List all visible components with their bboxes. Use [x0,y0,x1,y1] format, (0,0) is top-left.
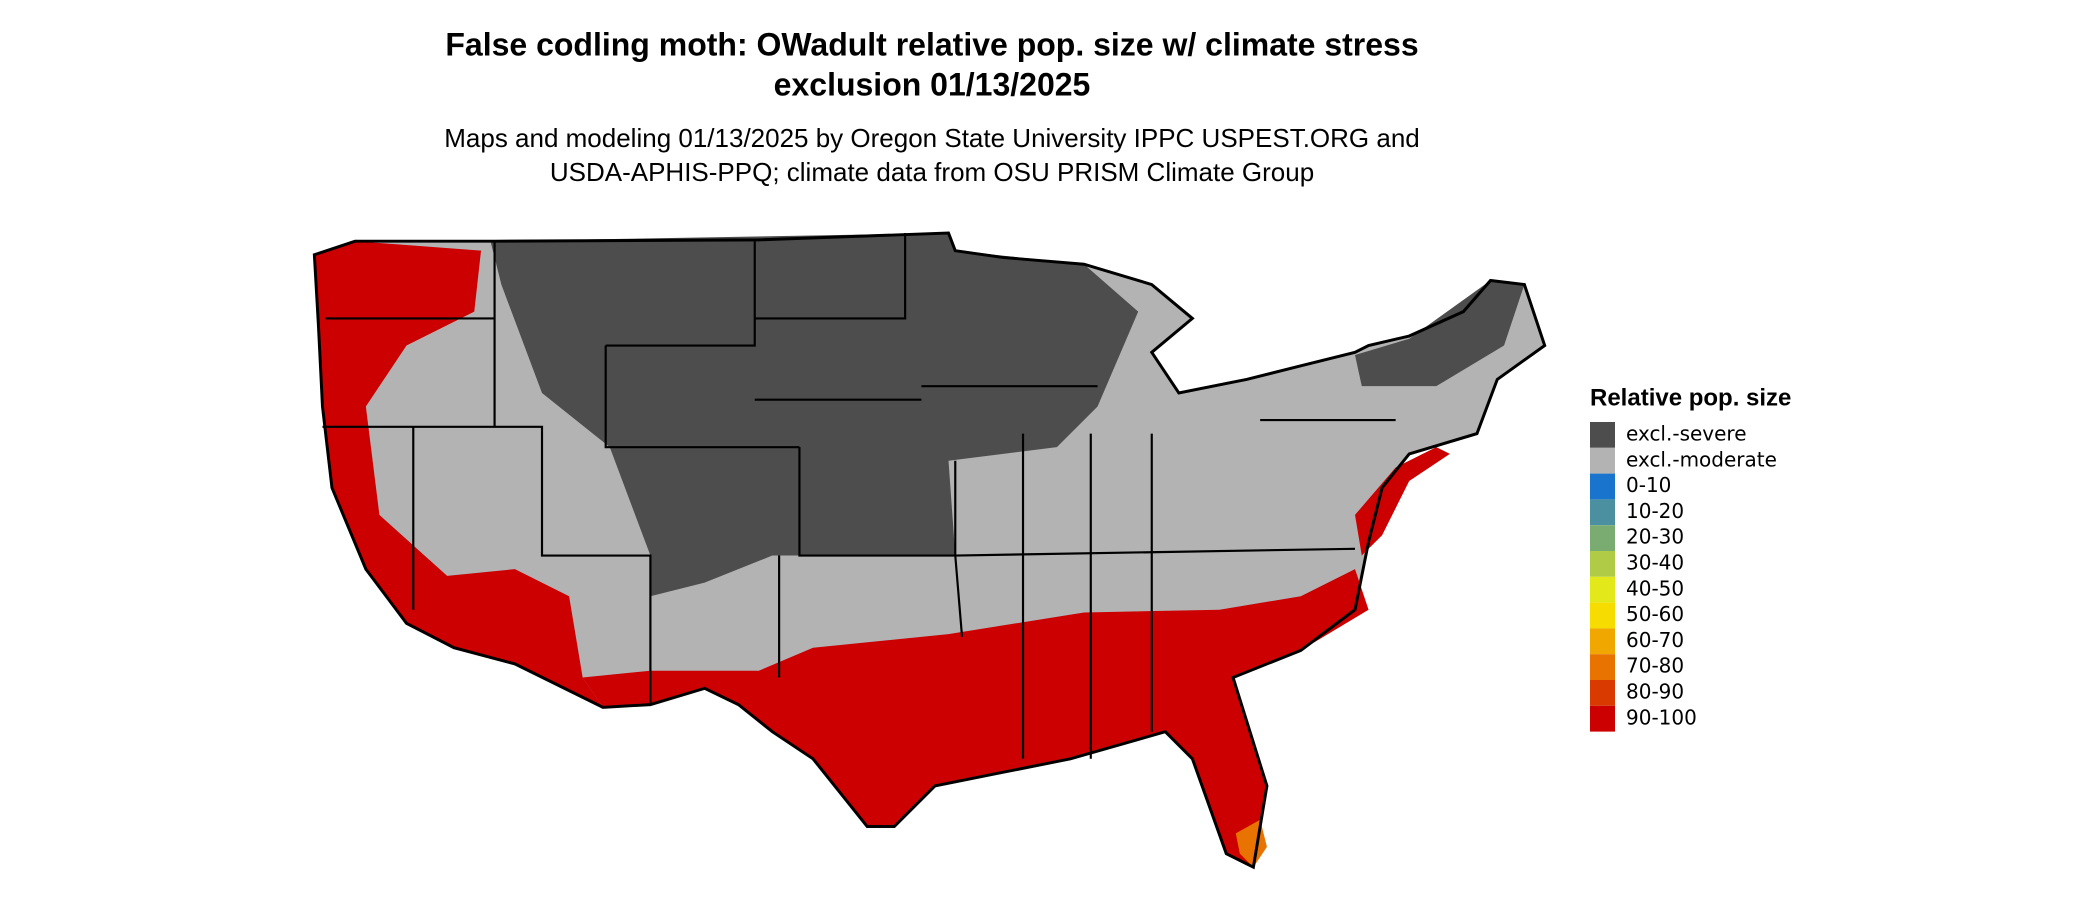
legend: Relative pop. size excl.-severeexcl.-mod… [1590,384,1791,732]
subtitle-line: Maps and modeling 01/13/2025 by Oregon S… [444,123,1420,153]
legend-label: 20-30 [1626,525,1684,549]
legend-label: 40-50 [1626,576,1684,600]
legend-label: 50-60 [1626,602,1684,626]
state-border [322,425,652,705]
state-border [604,345,800,449]
legend-swatch [1590,447,1615,474]
state-border [754,233,907,320]
region-excl-severe [490,233,1139,597]
state-border [798,447,964,637]
legend-swatch [1590,705,1615,732]
state-borders [322,233,1396,759]
region-high-pop [314,241,603,708]
region-excl-severe [1355,280,1525,387]
legend-items: excl.-severeexcl.-moderate0-1010-2020-30… [1590,422,1777,732]
region-high-pop [582,569,1369,868]
legend-label: 80-90 [1626,680,1684,704]
legend-label: 90-100 [1626,705,1697,729]
titles: False codling moth: OWadult relative pop… [444,26,1420,186]
title-line: False codling moth: OWadult relative pop… [445,26,1418,62]
legend-swatch [1590,525,1615,551]
legend-swatch [1590,576,1615,603]
legend-swatch [1590,422,1615,448]
legend-label: 10-20 [1626,499,1684,523]
state-border [955,547,1356,557]
map-outline [312,231,1547,870]
legend-swatch [1590,551,1615,577]
legend-label: 30-40 [1626,551,1684,575]
legend-swatch [1590,473,1615,500]
state-border [605,241,756,347]
legend-label: excl.-moderate [1626,447,1777,471]
legend-label: 70-80 [1626,654,1684,678]
subtitle-line: USDA-APHIS-PPQ; climate data from OSU PR… [550,157,1314,187]
legend-swatch [1590,628,1615,655]
legend-title: Relative pop. size [1590,384,1791,411]
region-high-pop [1355,447,1450,556]
legend-swatch [1590,680,1615,706]
legend-swatch [1590,602,1615,629]
legend-label: 60-70 [1626,628,1684,652]
title-line: exclusion 01/13/2025 [774,66,1091,102]
legend-swatch [1590,499,1615,526]
legend-swatch [1590,654,1615,680]
legend-label: 0-10 [1626,473,1671,497]
legend-label: excl.-severe [1626,422,1747,446]
us-map [312,231,1547,870]
